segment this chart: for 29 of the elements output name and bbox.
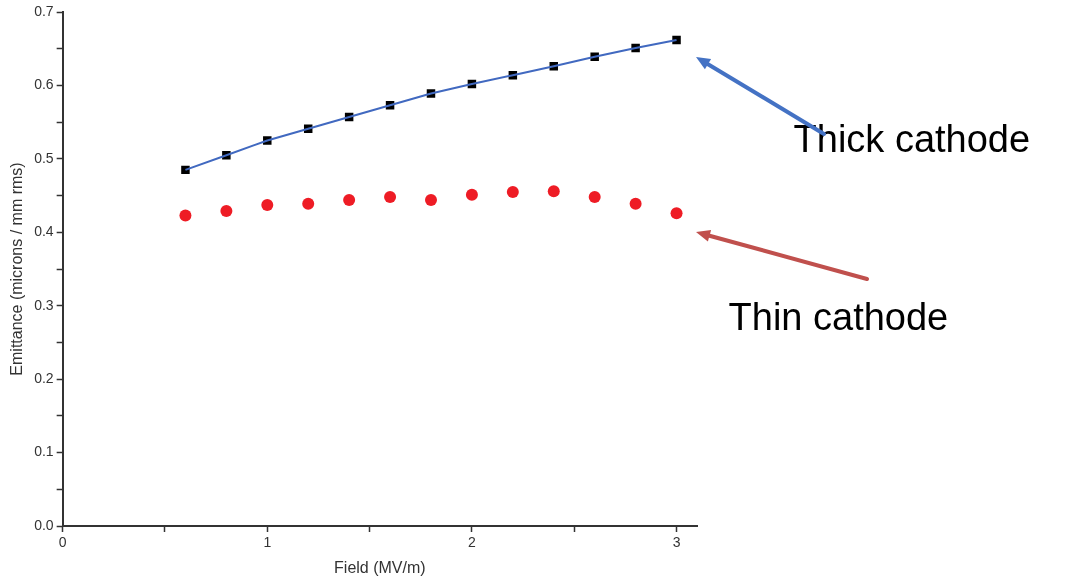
point [670,207,683,220]
point [506,185,519,198]
y-tick-label: 0.2 [34,370,54,386]
y-tick-label: 0.3 [34,296,54,313]
point [424,193,437,206]
point [629,197,642,210]
point [261,199,274,212]
point [302,197,315,210]
y-tick-label: 0.6 [34,76,54,93]
point [343,193,356,206]
x-axis-title: Field (MV/m) [334,558,426,576]
y-tick-label: 0.0 [34,516,54,533]
x-tick-label: 0 [58,534,67,551]
point [465,188,478,201]
y-tick-label: 0.7 [34,2,54,19]
point [547,185,560,198]
x-tick-label: 1 [263,534,272,551]
y-axis-title: Emittance (microns / mm rms) [8,162,26,376]
point [220,204,233,217]
point [384,191,397,204]
point [179,209,192,222]
x-tick-label: 3 [672,534,681,551]
point [588,191,601,204]
x-tick-label: 2 [468,534,477,551]
text: Thick cathode [793,118,1031,161]
y-tick-label: 0.5 [34,149,54,166]
y-tick-label: 0.1 [34,443,54,460]
text: Thin cathode [728,295,949,338]
y-tick-label: 0.4 [34,223,54,240]
